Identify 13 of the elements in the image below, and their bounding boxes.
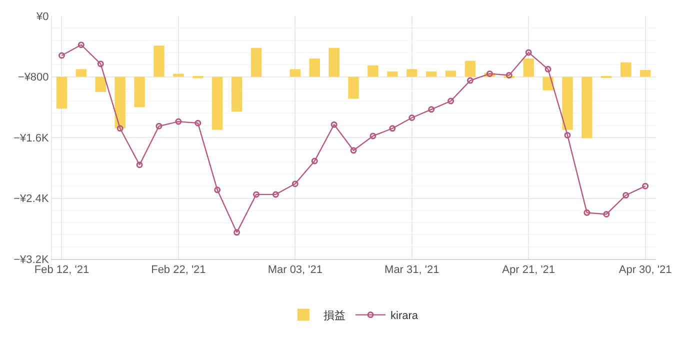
x-tick-label: Feb 22, '21 — [151, 264, 206, 276]
x-tick-label: Mar 03, '21 — [268, 264, 323, 276]
x-tick-label: Feb 12, '21 — [34, 264, 90, 276]
y-tick-label: −¥3.2K — [14, 254, 50, 266]
x-tick-label: Apr 21, '21 — [502, 264, 556, 276]
y-tick-label: −¥2.4K — [14, 193, 50, 206]
legend-label: kirara — [390, 310, 419, 322]
x-tick-label: Apr 30, '21 — [618, 264, 672, 276]
y-tick-label: −¥1.6K — [14, 132, 50, 144]
legend-label: 損益 — [324, 310, 346, 322]
y-tick-label: ¥0 — [36, 10, 49, 23]
x-tick-label: Mar 31, '21 — [384, 264, 440, 276]
y-tick-label: −¥800 — [18, 72, 49, 84]
